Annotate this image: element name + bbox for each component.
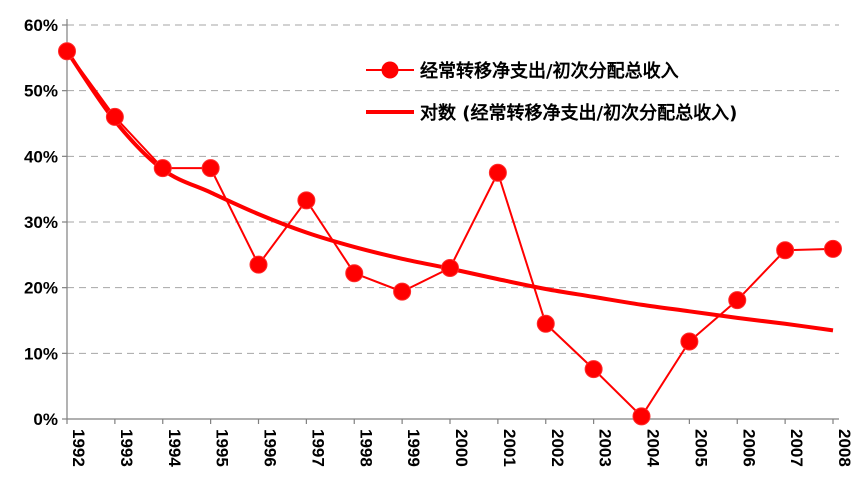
trendline-path: [65, 50, 834, 333]
x-tick-label: 1996: [261, 429, 280, 467]
y-tick-label: 30%: [24, 213, 58, 232]
data-point: [584, 360, 603, 379]
y-tick-label: 60%: [24, 16, 58, 35]
data-point: [249, 255, 268, 274]
data-point: [488, 163, 507, 182]
data-point: [297, 191, 316, 210]
data-point: [393, 282, 412, 301]
data-point: [536, 314, 555, 333]
y-tick-label: 40%: [24, 147, 58, 166]
y-tick-label: 0%: [33, 410, 58, 429]
x-tick-label: 2006: [739, 429, 758, 467]
data-point: [776, 241, 795, 260]
x-tick-label: 2003: [596, 429, 615, 467]
x-tick-label: 1999: [404, 429, 423, 467]
data-point: [632, 407, 651, 426]
x-tick-label: 2001: [500, 429, 519, 467]
x-tick-label: 2002: [548, 429, 567, 467]
data-point: [58, 42, 76, 61]
x-tick-label: 1998: [356, 429, 375, 467]
gridlines: [67, 24, 839, 354]
x-tick-label: 2008: [835, 429, 854, 467]
x-tick-label: 2000: [452, 429, 471, 467]
data-point: [201, 159, 220, 178]
x-tick-label: 1992: [69, 429, 88, 467]
tick-labels: 0% 10% 20% 30% 40% 50% 60% 1992 1993 1994 1995 1996…: [24, 16, 854, 467]
data-point: [680, 332, 699, 351]
y-tick-label: 10%: [24, 344, 58, 363]
data-point: [345, 264, 364, 283]
x-tick-label: 2004: [644, 429, 663, 467]
x-tick-label: 1997: [308, 429, 327, 467]
legend-marker: [381, 61, 399, 79]
data-point: [824, 239, 842, 258]
data-point: [153, 159, 172, 178]
x-tick-label: 1994: [165, 429, 184, 467]
trendline-series: [65, 50, 834, 333]
data-point: [441, 258, 459, 277]
y-tick-label: 20%: [24, 279, 58, 298]
x-tick-label: 1993: [117, 429, 136, 467]
x-tick-label: 1995: [213, 429, 232, 467]
x-tick-label: 2005: [691, 429, 710, 467]
data-point: [105, 107, 124, 126]
axes: [62, 19, 839, 424]
legend-label-series: 经常转移净支出/初次分配总收入: [420, 60, 679, 82]
legend-label-trendline: 对数 (经常转移净支出/初次分配总收入): [420, 102, 737, 124]
x-tick-label: 2007: [787, 429, 806, 467]
data-point: [728, 291, 747, 310]
y-tick-label: 50%: [24, 82, 58, 101]
data-series: [58, 42, 842, 426]
